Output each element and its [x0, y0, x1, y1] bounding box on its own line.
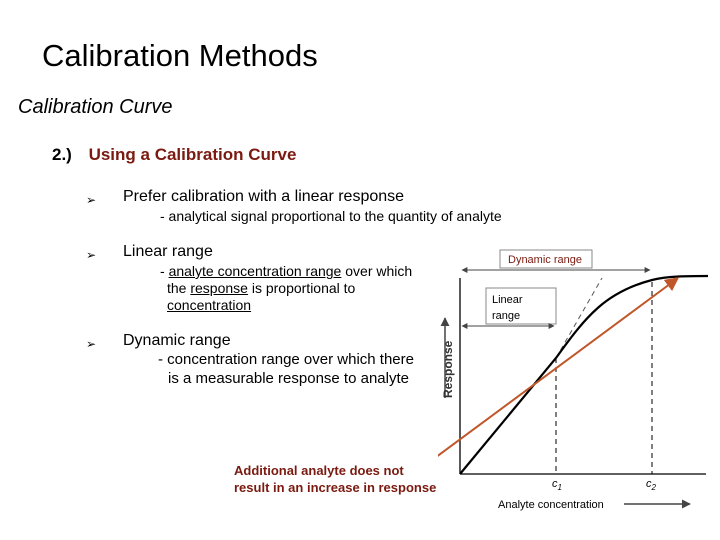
linear-extrapolation [555, 277, 603, 359]
linear-range-label-1: Linear [492, 294, 523, 306]
bullet-arrow-icon: ➢ [86, 248, 97, 262]
bullet-2-sub-line2: the response is proportional to [167, 280, 355, 296]
calibration-curve [459, 274, 709, 475]
underlined-term: concentration [167, 297, 252, 313]
bullet-1-text: Prefer calibration with a linear respons… [123, 188, 405, 205]
slide-title: Calibration Methods [42, 38, 318, 73]
sub-text: the [167, 280, 191, 296]
underlined-term: analyte concentration range [168, 263, 342, 279]
note-line-1: Additional analyte does not [234, 463, 404, 478]
bullet-1-sub: - analytical signal proportional to the … [160, 208, 502, 224]
sub-text: over which [341, 263, 413, 279]
linear-range-box [485, 287, 557, 325]
c1-letter: c [552, 478, 558, 490]
bullet-3-sub-line2: is a measurable response to analyte [168, 370, 409, 387]
slide-subtitle: Calibration Curve [18, 96, 173, 118]
sub-text: is proportional to [247, 280, 356, 296]
bullet-3-text: Dynamic range [123, 332, 231, 349]
section-heading: 2.) Using a Calibration Curve [52, 145, 296, 165]
annotation-arrow [438, 277, 680, 457]
c1-label: c1 [552, 478, 562, 492]
x-axis-label: Analyte concentration [498, 499, 604, 511]
section-number: 2.) [52, 145, 72, 164]
c2-label: c2 [646, 478, 657, 492]
linear-range-label-2: range [492, 310, 520, 322]
dash: - [160, 263, 169, 279]
y-axis-label: Response [441, 340, 455, 398]
section-title: Using a Calibration Curve [88, 145, 297, 164]
bullet-arrow-icon: ➢ [86, 193, 97, 207]
dynamic-range-label: Dynamic range [508, 254, 582, 266]
note-line-2: result in an increase in response [234, 480, 437, 495]
bullet-2-sub-line3: concentration [167, 297, 251, 313]
underlined-term: response [190, 280, 248, 296]
bullet-3-sub-line1: - concentration range over which there [158, 351, 414, 368]
annotation-note: Additional analyte does not result in an… [234, 462, 436, 496]
bullet-2-sub-line1: - analyte concentration range over which [160, 263, 412, 279]
bullet-2-text: Linear range [123, 243, 213, 260]
c2-subscript: 2 [651, 483, 657, 492]
calibration-curve-figure: Response Dynamic range Linear range c1 c… [438, 249, 709, 511]
bullet-arrow-icon: ➢ [86, 337, 97, 351]
c1-subscript: 1 [558, 483, 562, 492]
c2-letter: c [646, 478, 652, 490]
